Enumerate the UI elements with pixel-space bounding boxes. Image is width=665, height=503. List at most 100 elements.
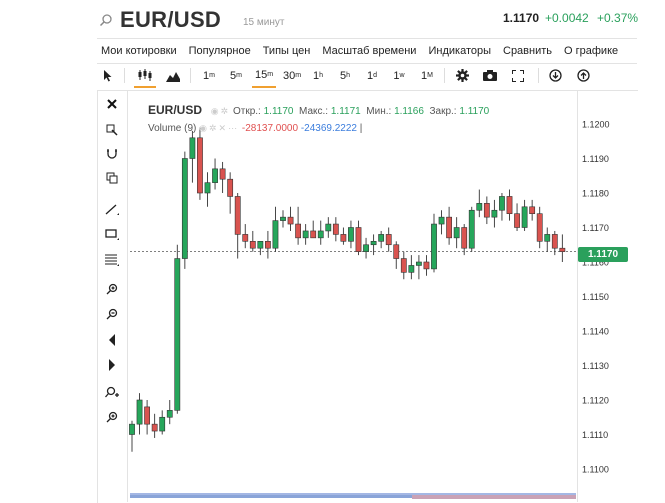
zoom-in-plus-icon[interactable] — [97, 381, 127, 403]
cursor-icon[interactable] — [99, 63, 117, 88]
volume-label: Volume (9) — [148, 123, 197, 134]
drawing-tools — [97, 91, 128, 502]
zoom-in-icon[interactable] — [97, 278, 127, 300]
settings-small-icon[interactable]: ✲ — [220, 106, 229, 116]
download-icon[interactable] — [545, 63, 565, 88]
price-change-percent: +0.37% — [597, 11, 639, 25]
menu-compare[interactable]: Сравнить — [503, 45, 553, 57]
upload-icon[interactable] — [573, 63, 593, 88]
candle-body — [491, 209, 498, 218]
magnet-icon[interactable] — [97, 143, 127, 165]
symbol-title[interactable]: EUR/USD — [120, 7, 222, 32]
candle-body — [431, 223, 437, 270]
candle-body — [136, 399, 143, 425]
chart-area[interactable] — [97, 90, 638, 503]
legend-symbol: EUR/USD — [148, 103, 203, 117]
menu-time-scale[interactable]: Масштаб времени — [322, 45, 417, 57]
close-label: Закр.: — [429, 106, 457, 117]
remove-icon[interactable]: ✕ — [218, 123, 227, 133]
candle-body — [272, 220, 279, 249]
camera-icon[interactable] — [480, 63, 500, 88]
current-price-badge: 1.1170 — [578, 247, 628, 262]
menu-popular[interactable]: Популярное — [188, 45, 251, 57]
eye-icon[interactable]: ◉ — [210, 106, 219, 116]
price-axis-divider — [577, 91, 578, 502]
ohlc-legend: EUR/USD ◉ ✲ Откр.: 1.1170 Макс.: 1.1171 М… — [148, 103, 489, 117]
y-tick-label: 1.1140 — [582, 327, 609, 337]
copy-icon[interactable] — [97, 167, 127, 189]
high-value: 1.1171 — [330, 106, 361, 117]
open-label: Откр.: — [232, 106, 261, 117]
crosshair-eraser-icon[interactable] — [97, 119, 127, 141]
more-icon[interactable]: ⋯ — [228, 123, 238, 133]
candle-body — [551, 234, 558, 249]
price-change: +0.0042 — [545, 11, 589, 25]
y-tick-label: 1.1110 — [582, 430, 608, 440]
candle-body — [197, 137, 203, 194]
zoom-out-icon[interactable] — [97, 303, 127, 325]
zoom-reset-icon[interactable] — [97, 406, 127, 428]
candle-body — [189, 137, 196, 159]
scroll-right-icon[interactable] — [97, 354, 127, 376]
candlestick-icon[interactable] — [134, 63, 156, 88]
candle-body — [355, 227, 362, 252]
candle-body — [393, 244, 400, 259]
menu-price-types[interactable]: Типы цен — [262, 45, 311, 57]
tf-15m[interactable]: 15 m — [252, 63, 276, 88]
candle-body — [370, 241, 377, 246]
candle-body — [264, 241, 271, 249]
candle-body — [295, 223, 301, 239]
area-chart-icon[interactable] — [162, 63, 184, 88]
candle-body — [529, 206, 536, 215]
candle-body — [499, 196, 505, 211]
menu-indicators[interactable]: Индикаторы — [428, 45, 491, 57]
trendline-icon[interactable] — [97, 198, 127, 220]
menu-about-chart[interactable]: О графике — [564, 45, 619, 57]
volume-bar-strip — [412, 495, 576, 499]
settings-icon[interactable] — [452, 63, 472, 88]
candle-body — [468, 209, 475, 249]
volume-value-1: -28137.0000 — [241, 123, 299, 134]
candle-body — [363, 244, 369, 252]
eye-icon[interactable]: ◉ — [199, 123, 207, 133]
candle-body — [332, 223, 339, 235]
candle-body — [242, 234, 249, 242]
candle-body — [129, 423, 135, 435]
candle-body — [559, 247, 566, 252]
candle-body — [415, 261, 422, 266]
close-icon[interactable] — [97, 93, 127, 115]
fib-lines-icon[interactable] — [97, 249, 127, 271]
candle-body — [287, 216, 294, 225]
y-tick-label: 1.1200 — [582, 120, 610, 130]
last-price: 1.1170 — [503, 11, 540, 25]
tf-30m[interactable]: 30 m — [282, 69, 302, 82]
candle-body — [348, 227, 354, 242]
candle-body — [408, 265, 415, 273]
low-label: Мин.: — [366, 106, 392, 117]
candle-body — [461, 227, 468, 249]
y-tick-label: 1.1100 — [582, 465, 609, 475]
settings-small-icon[interactable]: ✲ — [209, 123, 217, 133]
candle-body — [151, 423, 158, 432]
candle-body — [506, 196, 513, 214]
candle-body — [204, 182, 211, 194]
candle-body — [438, 216, 445, 225]
open-value: 1.1170 — [263, 106, 294, 117]
scroll-left-icon[interactable] — [97, 329, 127, 351]
rectangle-icon[interactable] — [97, 223, 127, 245]
candle-body — [483, 203, 490, 218]
candle-body — [302, 230, 309, 239]
menu-my-quotes[interactable]: Мои котировки — [101, 45, 177, 57]
search-icon[interactable] — [99, 13, 113, 27]
candle-body — [453, 227, 460, 239]
candle-body — [317, 230, 324, 239]
candle-body — [174, 258, 181, 411]
